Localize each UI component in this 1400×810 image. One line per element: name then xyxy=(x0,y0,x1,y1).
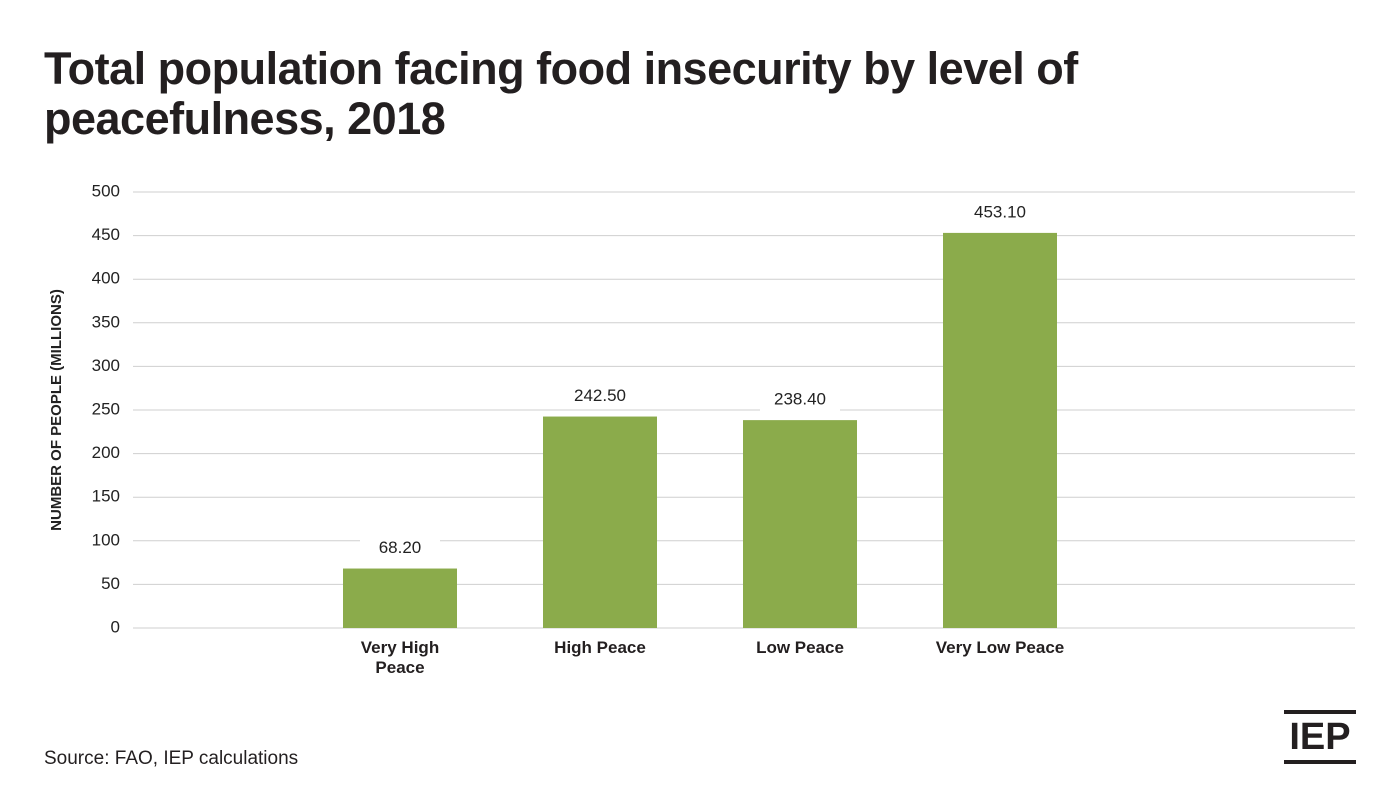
y-tick-label: 200 xyxy=(92,443,120,462)
x-tick-label: Very Low Peace xyxy=(935,638,1065,657)
value-label-bg xyxy=(560,384,640,409)
x-tick-label: Low Peace xyxy=(756,638,844,657)
y-tick-label: 500 xyxy=(92,181,120,200)
logo: IEP xyxy=(1284,710,1356,764)
value-label: 453.10 xyxy=(974,202,1026,221)
value-label-bg xyxy=(360,536,440,561)
y-axis-label: NUMBER OF PEOPLE (MILLIONS) xyxy=(48,289,65,531)
value-label: 242.50 xyxy=(574,386,626,405)
value-label-bg xyxy=(960,200,1040,225)
value-label: 68.20 xyxy=(379,538,422,557)
y-tick-label: 300 xyxy=(92,356,120,375)
chart-title: Total population facing food insecurity … xyxy=(44,43,1078,144)
y-tick-label: 250 xyxy=(92,399,120,418)
y-tick-label: 150 xyxy=(92,487,120,506)
bar xyxy=(743,420,857,628)
y-tick-label: 400 xyxy=(92,269,120,288)
value-label-bg xyxy=(760,388,840,413)
y-tick-label: 0 xyxy=(111,617,120,636)
x-tick-label: High Peace xyxy=(554,638,646,657)
x-tick-label: Very High Peace xyxy=(360,638,440,677)
y-tick-label: 450 xyxy=(92,225,120,244)
source: Source: FAO, IEP calculations xyxy=(44,748,299,769)
y-tick-label: 50 xyxy=(101,574,120,593)
bar xyxy=(343,568,457,628)
y-tick-label: 350 xyxy=(92,312,120,331)
bar xyxy=(543,416,657,628)
bar xyxy=(943,232,1057,629)
value-label: 238.40 xyxy=(774,390,826,409)
y-tick-label: 100 xyxy=(92,530,120,549)
